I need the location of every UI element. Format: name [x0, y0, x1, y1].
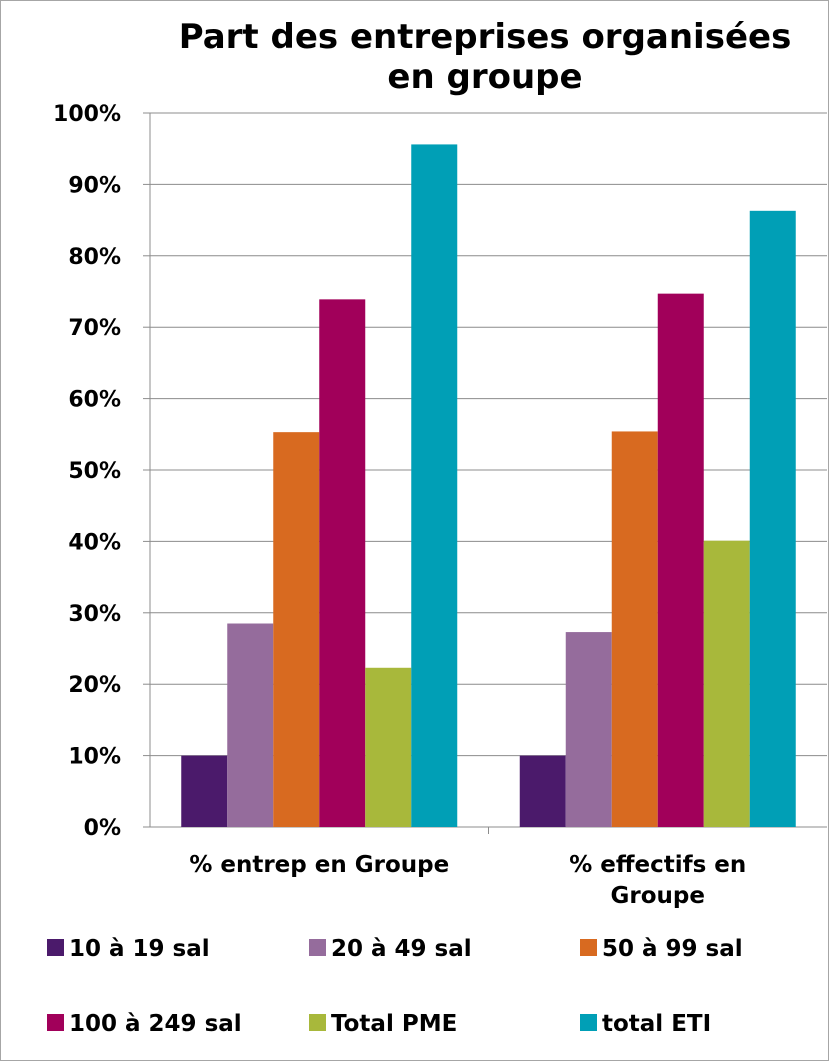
bars: [181, 144, 796, 828]
y-tick-label: 10%: [68, 745, 121, 770]
legend: 10 à 19 sal 20 à 49 sal 50 à 99 sal 100 à 2…: [47, 936, 743, 1037]
bar: [319, 299, 366, 827]
legend-swatch: [309, 939, 326, 956]
legend-label: total ETI: [602, 1011, 711, 1037]
legend-swatch: [309, 1014, 326, 1031]
y-tick-label: 0%: [84, 816, 121, 841]
bar: [657, 293, 704, 828]
legend-label: 10 à 19 sal: [69, 936, 210, 962]
legend-label: 100 à 249 sal: [69, 1011, 242, 1037]
y-tick-label: 50%: [68, 459, 121, 484]
x-category-label: % effectifs en Groupe: [569, 852, 746, 909]
y-axis-ticks: 0% 10% 20% 30% 40% 50% 60% 70% 80% 90% 100%: [53, 102, 121, 841]
legend-item: total ETI: [580, 1011, 711, 1037]
bar: [565, 632, 612, 827]
y-tick-label: 40%: [68, 530, 121, 555]
y-tick-label: 80%: [68, 245, 121, 270]
legend-label: Total PME: [331, 1011, 457, 1037]
bar: [703, 540, 750, 827]
legend-item: 10 à 19 sal: [47, 936, 210, 962]
x-category-label: % entrep en Groupe: [189, 852, 449, 878]
bar: [519, 755, 566, 827]
y-tick-label: 100%: [53, 102, 121, 127]
legend-item: 100 à 249 sal: [47, 1011, 242, 1037]
bar: [273, 432, 320, 827]
legend-label: 20 à 49 sal: [331, 936, 472, 962]
legend-swatch: [47, 1014, 64, 1031]
legend-label: 50 à 99 sal: [602, 936, 743, 962]
bar: [227, 623, 274, 827]
legend-swatch: [580, 939, 597, 956]
x-axis-categories: % entrep en Groupe % effectifs en Groupe: [189, 852, 746, 909]
chart-title-line: en groupe: [387, 57, 582, 97]
legend-item: 20 à 49 sal: [309, 936, 472, 962]
y-tick-label: 90%: [68, 173, 121, 198]
y-tick-label: 20%: [68, 673, 121, 698]
legend-swatch: [47, 939, 64, 956]
bar: [749, 210, 796, 827]
y-tick-label: 30%: [68, 602, 121, 627]
legend-item: Total PME: [309, 1011, 457, 1037]
bar: [365, 667, 412, 827]
legend-swatch: [580, 1014, 597, 1031]
legend-item: 50 à 99 sal: [580, 936, 743, 962]
bar: [611, 431, 658, 827]
chart-title-line: Part des entreprises organisées: [179, 17, 792, 57]
bar: [181, 755, 228, 827]
y-tick-label: 60%: [68, 388, 121, 413]
y-tick-label: 70%: [68, 316, 121, 341]
bar: [411, 144, 458, 827]
